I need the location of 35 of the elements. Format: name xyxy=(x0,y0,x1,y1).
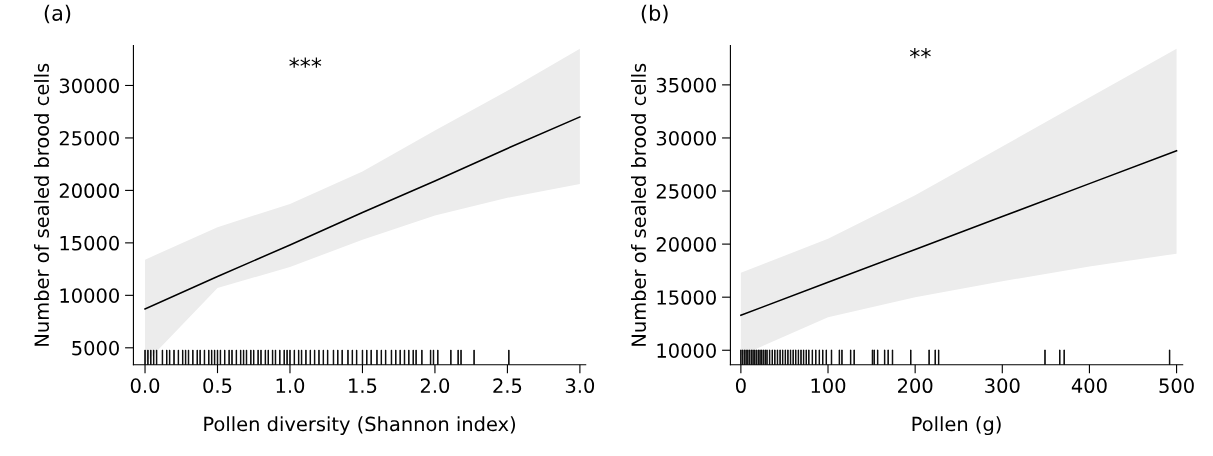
x-tick-label: 2.0 xyxy=(420,378,450,394)
y-tick-label: 35000 xyxy=(656,77,716,93)
y-axis-title: Number of sealed brood cells xyxy=(34,63,50,346)
y-tick-label: 10000 xyxy=(657,343,716,358)
x-tick-label: 0 xyxy=(735,378,746,394)
chart-title: (a) xyxy=(44,4,71,24)
x-axis-title: Pollen (g) xyxy=(912,416,1001,436)
y-tick-label: 10000 xyxy=(60,288,119,303)
y-tick-label: 30000 xyxy=(59,78,119,94)
y-tick-label: 20000 xyxy=(59,183,119,199)
x-tick-label: 1.0 xyxy=(276,378,305,394)
annotation: ** xyxy=(909,48,931,59)
y-tick-label: 15000 xyxy=(657,290,716,305)
x-axis-title: Pollen diversity (Shannon index) xyxy=(204,416,516,436)
y-tick-label: 20000 xyxy=(656,237,716,252)
x-tick-label: 2.5 xyxy=(493,378,522,394)
line-series xyxy=(740,149,1178,316)
y-tick-label: 25000 xyxy=(656,183,716,199)
y-tick-label: 15000 xyxy=(60,235,119,251)
x-tick-label: 500 xyxy=(1159,378,1194,394)
x-tick-label: 200 xyxy=(898,378,933,394)
y-tick-label: 5000 xyxy=(72,340,119,356)
chart-title: (b) xyxy=(641,4,668,24)
y-tick-label: 30000 xyxy=(656,130,716,146)
x-tick-label: 300 xyxy=(985,378,1020,394)
y-axis-title: Number of sealed brood cells xyxy=(630,63,647,346)
x-tick-label: 100 xyxy=(811,378,846,394)
x-tick-label: 0.5 xyxy=(203,378,232,394)
annotation: *** xyxy=(289,57,322,68)
x-tick-label: 3.0 xyxy=(565,378,595,394)
y-tick-label: 25000 xyxy=(59,130,119,146)
line-series xyxy=(144,116,581,310)
x-tick-label: 0.0 xyxy=(130,378,160,394)
x-tick-label: 400 xyxy=(1071,378,1107,394)
x-tick-label: 1.5 xyxy=(349,378,377,394)
